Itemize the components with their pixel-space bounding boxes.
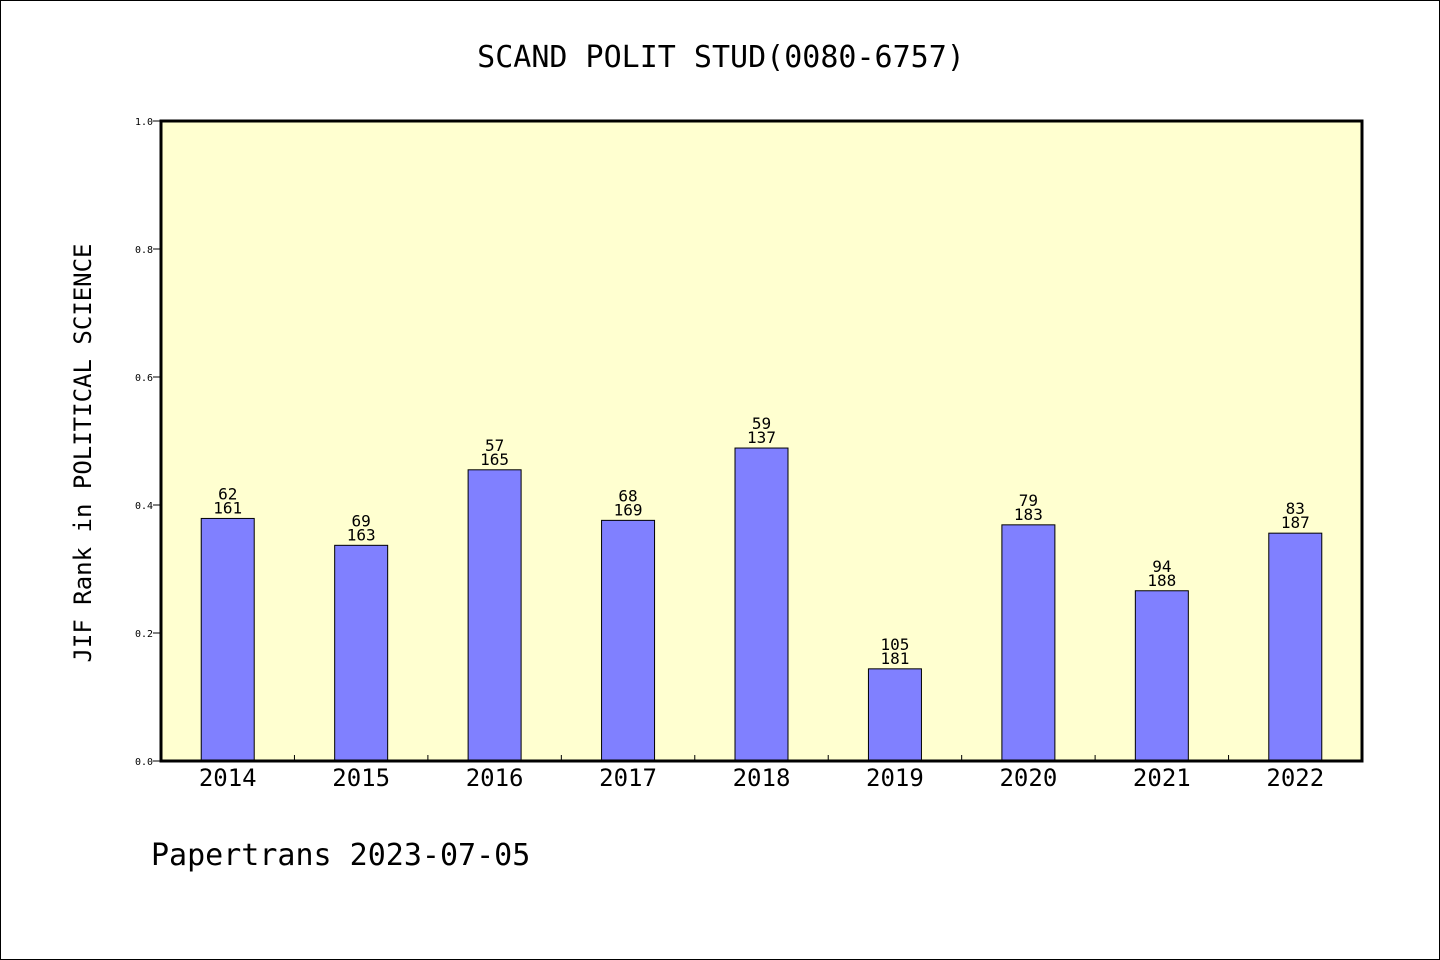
x-tick-label-2016: 2016 [466, 764, 524, 792]
x-tick-label-2019: 2019 [866, 764, 924, 792]
bar-2018 [734, 447, 789, 762]
bar-total-label-2016: 165 [480, 450, 509, 469]
y-axis: 0.0 0.2 0.4 0.6 0.8 1.0 [135, 117, 161, 768]
bar-series [200, 447, 1323, 762]
bar-total-label-2019: 181 [880, 649, 909, 668]
bar-total-label-2020: 183 [1014, 505, 1043, 524]
y-tick-label: 0.0 [135, 757, 153, 768]
y-tick-label: 0.4 [135, 501, 153, 512]
x-tick-label-2015: 2015 [332, 764, 390, 792]
x-tick-label-2021: 2021 [1133, 764, 1191, 792]
x-tick-label-2022: 2022 [1266, 764, 1324, 792]
x-tick-label-2014: 2014 [199, 764, 257, 792]
bar-labels: 6216169163571656816959137105181791839418… [213, 414, 1309, 668]
footer-text: Papertrans 2023-07-05 [151, 838, 530, 873]
y-axis-label: JIF Rank in POLITICAL SCIENCE [69, 243, 97, 662]
bar-rank-label-2019: 105 [880, 635, 909, 654]
bar-total-label-2022: 187 [1281, 513, 1310, 532]
x-tick-label-2020: 2020 [999, 764, 1057, 792]
plot-border [159, 119, 1364, 763]
bar-2014 [200, 517, 255, 762]
bar-total-label-2018: 137 [747, 428, 776, 447]
bar-rank-label-2014: 62 [218, 484, 237, 503]
x-axis: 2014 2015 2016 2017 2018 2019 2020 2021 2022 [199, 755, 1324, 792]
bar-rank-label-2018: 59 [752, 414, 771, 433]
chart-title: SCAND POLIT STUD(0080-6757) [477, 40, 965, 75]
bar-rank-label-2022: 83 [1286, 499, 1305, 518]
bar-rank-label-2016: 57 [485, 436, 504, 455]
bar-rank-label-2021: 94 [1152, 557, 1171, 576]
bar-rank-label-2015: 69 [352, 511, 371, 530]
bar-total-label-2017: 169 [614, 500, 643, 519]
x-tick-label-2017: 2017 [599, 764, 657, 792]
bar-2020 [1001, 524, 1056, 762]
bar-2022 [1268, 532, 1323, 762]
bar-rank-label-2017: 68 [618, 486, 637, 505]
bar-total-label-2021: 188 [1147, 571, 1176, 590]
bar-total-label-2014: 161 [213, 498, 242, 517]
bar-rank-label-2020: 79 [1019, 491, 1038, 510]
bar-2015 [334, 544, 389, 762]
bar-2019 [867, 668, 922, 762]
x-tick-label-2018: 2018 [733, 764, 791, 792]
y-tick-label: 0.2 [135, 629, 153, 640]
bar-total-label-2015: 163 [347, 525, 376, 544]
bar-2016 [467, 469, 522, 762]
y-tick-label: 1.0 [135, 117, 153, 128]
y-tick-label: 0.6 [135, 373, 153, 384]
y-tick-label: 0.8 [135, 245, 153, 256]
bar-2021 [1134, 590, 1189, 762]
bar-2017 [601, 519, 656, 762]
